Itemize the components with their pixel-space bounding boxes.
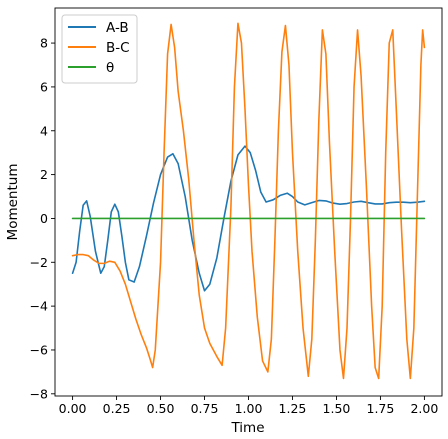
x-tick-label: 1.00 — [235, 401, 263, 416]
y-tick-label: 0 — [40, 211, 48, 226]
legend-label-0: A-B — [106, 20, 129, 36]
legend: A-B B-C θ — [61, 14, 138, 84]
y-tick-label: 4 — [40, 123, 48, 138]
x-tick-label: 0.75 — [191, 401, 219, 416]
y-axis-label: Momentum — [5, 164, 21, 241]
legend-label-2: θ — [106, 60, 114, 76]
y-tick-label: 2 — [40, 167, 48, 182]
legend-label-1: B-C — [106, 40, 130, 56]
x-tick-label: 1.75 — [367, 401, 395, 416]
x-tick-label: 1.25 — [279, 401, 307, 416]
x-tick-label: 0.25 — [103, 401, 131, 416]
y-tick-label: −2 — [30, 255, 48, 270]
x-tick-label: 1.50 — [323, 401, 351, 416]
y-tick-label: 6 — [40, 79, 48, 94]
y-tick-label: −4 — [30, 299, 48, 314]
x-axis-label: Time — [230, 420, 264, 436]
x-axis: 0.00 0.25 0.50 0.75 1.00 1.25 1.50 1.75 2.00 — [59, 396, 438, 416]
plot-area — [54, 7, 443, 397]
y-axis: −8 −6 −4 −2 0 2 4 6 8 — [30, 36, 55, 401]
y-tick-label: −8 — [30, 386, 48, 401]
x-tick-label: 0.00 — [59, 401, 87, 416]
x-tick-label: 2.00 — [410, 401, 438, 416]
x-tick-label: 0.50 — [147, 401, 175, 416]
y-tick-label: 8 — [40, 36, 48, 51]
series-line-1 — [71, 22, 426, 380]
y-tick-label: −6 — [30, 342, 48, 357]
